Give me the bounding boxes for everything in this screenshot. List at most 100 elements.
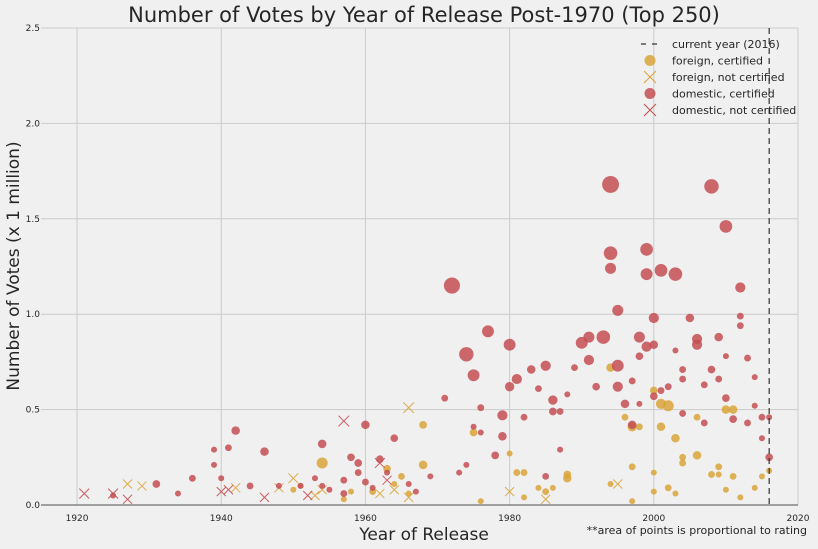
legend-marker-circle <box>644 55 656 66</box>
legend-label: current year (2016) <box>672 38 780 51</box>
data-point <box>556 408 564 415</box>
data-point <box>721 405 731 414</box>
data-point <box>557 446 564 453</box>
data-point <box>664 484 672 492</box>
data-point <box>290 486 297 493</box>
data-point <box>596 330 611 344</box>
y-tick-label: 2.5 <box>26 24 40 34</box>
y-axis-label: Number of Votes (x 1 million) <box>4 141 24 390</box>
data-point-x <box>78 488 90 499</box>
data-point <box>758 473 765 480</box>
x-tick-labels: 1920 1940 1960 1980 2000 2020 <box>66 514 810 524</box>
x-tick-label: 2020 <box>787 514 810 524</box>
legend-marker-x <box>643 70 657 84</box>
data-point <box>640 242 653 256</box>
data-point <box>542 472 550 480</box>
data-point <box>511 373 522 385</box>
data-point <box>513 469 521 476</box>
data-point <box>735 282 746 293</box>
data-point-x <box>540 494 551 505</box>
data-point-x <box>122 494 133 505</box>
data-point <box>174 490 181 497</box>
data-point <box>188 474 196 482</box>
data-point <box>549 484 556 491</box>
data-point <box>348 488 355 495</box>
data-point-x <box>223 484 234 495</box>
x-axis-label: Year of Release <box>358 525 489 545</box>
data-point <box>398 472 405 480</box>
data-point <box>384 469 391 476</box>
data-point-x <box>612 479 623 489</box>
data-point <box>679 459 687 467</box>
data-point <box>729 472 737 480</box>
data-point <box>691 339 703 350</box>
legend-label: domestic, certified <box>672 88 775 101</box>
data-point <box>707 365 716 374</box>
data-point <box>629 498 636 505</box>
data-point <box>297 482 304 489</box>
data-point-x <box>338 415 350 427</box>
data-point <box>722 486 729 493</box>
data-point <box>592 382 600 391</box>
chart-title: Number of Votes by Year of Release Post-… <box>128 3 720 27</box>
data-point <box>362 478 369 486</box>
footnote: **area of points is proportional to rati… <box>587 524 807 537</box>
data-point-x <box>382 475 392 486</box>
data-point <box>405 481 412 488</box>
data-point <box>418 460 428 470</box>
data-point <box>354 469 362 476</box>
data-point <box>412 488 419 495</box>
data-point <box>441 394 449 402</box>
data-point <box>715 375 723 383</box>
data-point <box>467 369 480 382</box>
data-point <box>443 277 460 294</box>
data-point <box>549 407 557 416</box>
data-point-x <box>310 490 320 501</box>
data-point-x <box>374 488 385 499</box>
data-point <box>656 422 666 432</box>
y-tick-label: 0.0 <box>26 501 41 511</box>
data-point <box>419 421 427 429</box>
data-point <box>728 405 738 414</box>
data-point <box>376 455 384 464</box>
data-point <box>369 484 376 491</box>
data-point <box>627 420 637 430</box>
data-point <box>504 382 515 392</box>
data-point <box>612 381 623 392</box>
data-point <box>685 313 695 323</box>
data-point <box>571 364 578 372</box>
data-point <box>211 446 218 453</box>
data-point <box>636 400 643 407</box>
data-point <box>758 413 766 421</box>
data-point <box>603 246 618 260</box>
grid <box>41 27 799 506</box>
data-point <box>751 374 758 381</box>
data-point <box>628 463 636 471</box>
legend-marker-x <box>643 103 657 117</box>
data-point <box>714 332 723 342</box>
data-point <box>275 482 282 489</box>
data-point <box>520 413 528 421</box>
data-point <box>635 352 644 361</box>
data-point-x <box>402 401 415 414</box>
data-point <box>664 383 672 391</box>
data-point <box>498 432 507 441</box>
data-point <box>456 469 463 476</box>
data-point <box>316 457 328 469</box>
data-point <box>340 496 347 503</box>
data-point <box>662 400 674 412</box>
y-tick-label: 0.5 <box>26 406 40 416</box>
data-point <box>563 470 572 479</box>
data-point <box>260 447 269 456</box>
data-point <box>340 490 348 497</box>
data-point <box>564 391 571 398</box>
data-point <box>751 484 758 491</box>
data-point <box>347 453 355 462</box>
data-point <box>317 439 327 449</box>
data-point <box>491 451 500 460</box>
x-tick-label: 1960 <box>354 514 377 524</box>
data-point <box>766 414 773 421</box>
data-point <box>668 267 683 281</box>
data-point <box>469 428 478 437</box>
legend-label: foreign, not certified <box>672 71 785 84</box>
